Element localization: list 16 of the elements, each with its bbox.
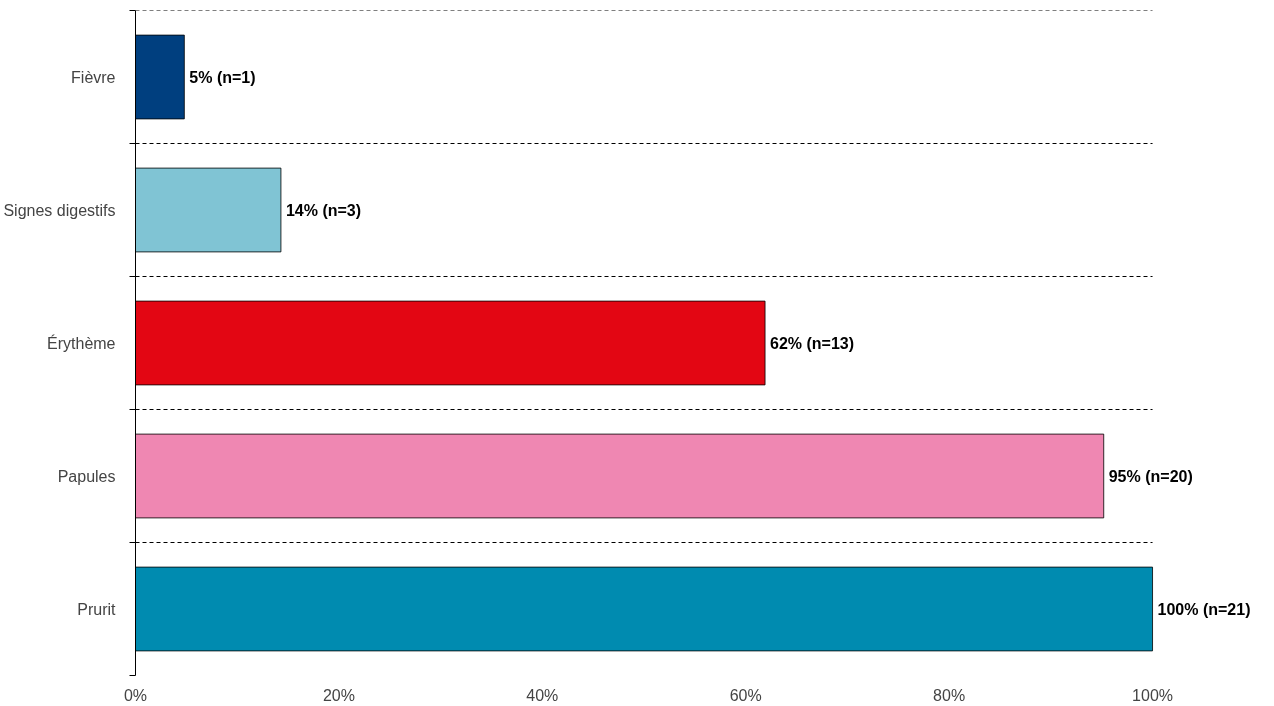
x-tick-label: 60% xyxy=(729,686,762,704)
y-tick-label: Prurit xyxy=(77,600,117,618)
y-tick-label: Signes digestifs xyxy=(3,201,116,219)
data-label: 62% (n=13) xyxy=(770,334,855,352)
x-tick-label: 100% xyxy=(1132,686,1173,704)
y-tick-label: Fièvre xyxy=(71,68,116,86)
data-label: 95% (n=20) xyxy=(1108,467,1193,485)
data-label: 100% (n=21) xyxy=(1157,600,1251,618)
x-tick-label: 80% xyxy=(933,686,966,704)
data-label: 5% (n=1) xyxy=(189,68,256,86)
x-tick-label: 20% xyxy=(322,686,355,704)
x-tick-label: 40% xyxy=(526,686,559,704)
x-tick-label: 0% xyxy=(123,686,148,704)
data-label: 14% (n=3) xyxy=(285,201,362,219)
y-tick-label: Papules xyxy=(57,467,116,485)
y-tick-label: Érythème xyxy=(47,333,116,352)
